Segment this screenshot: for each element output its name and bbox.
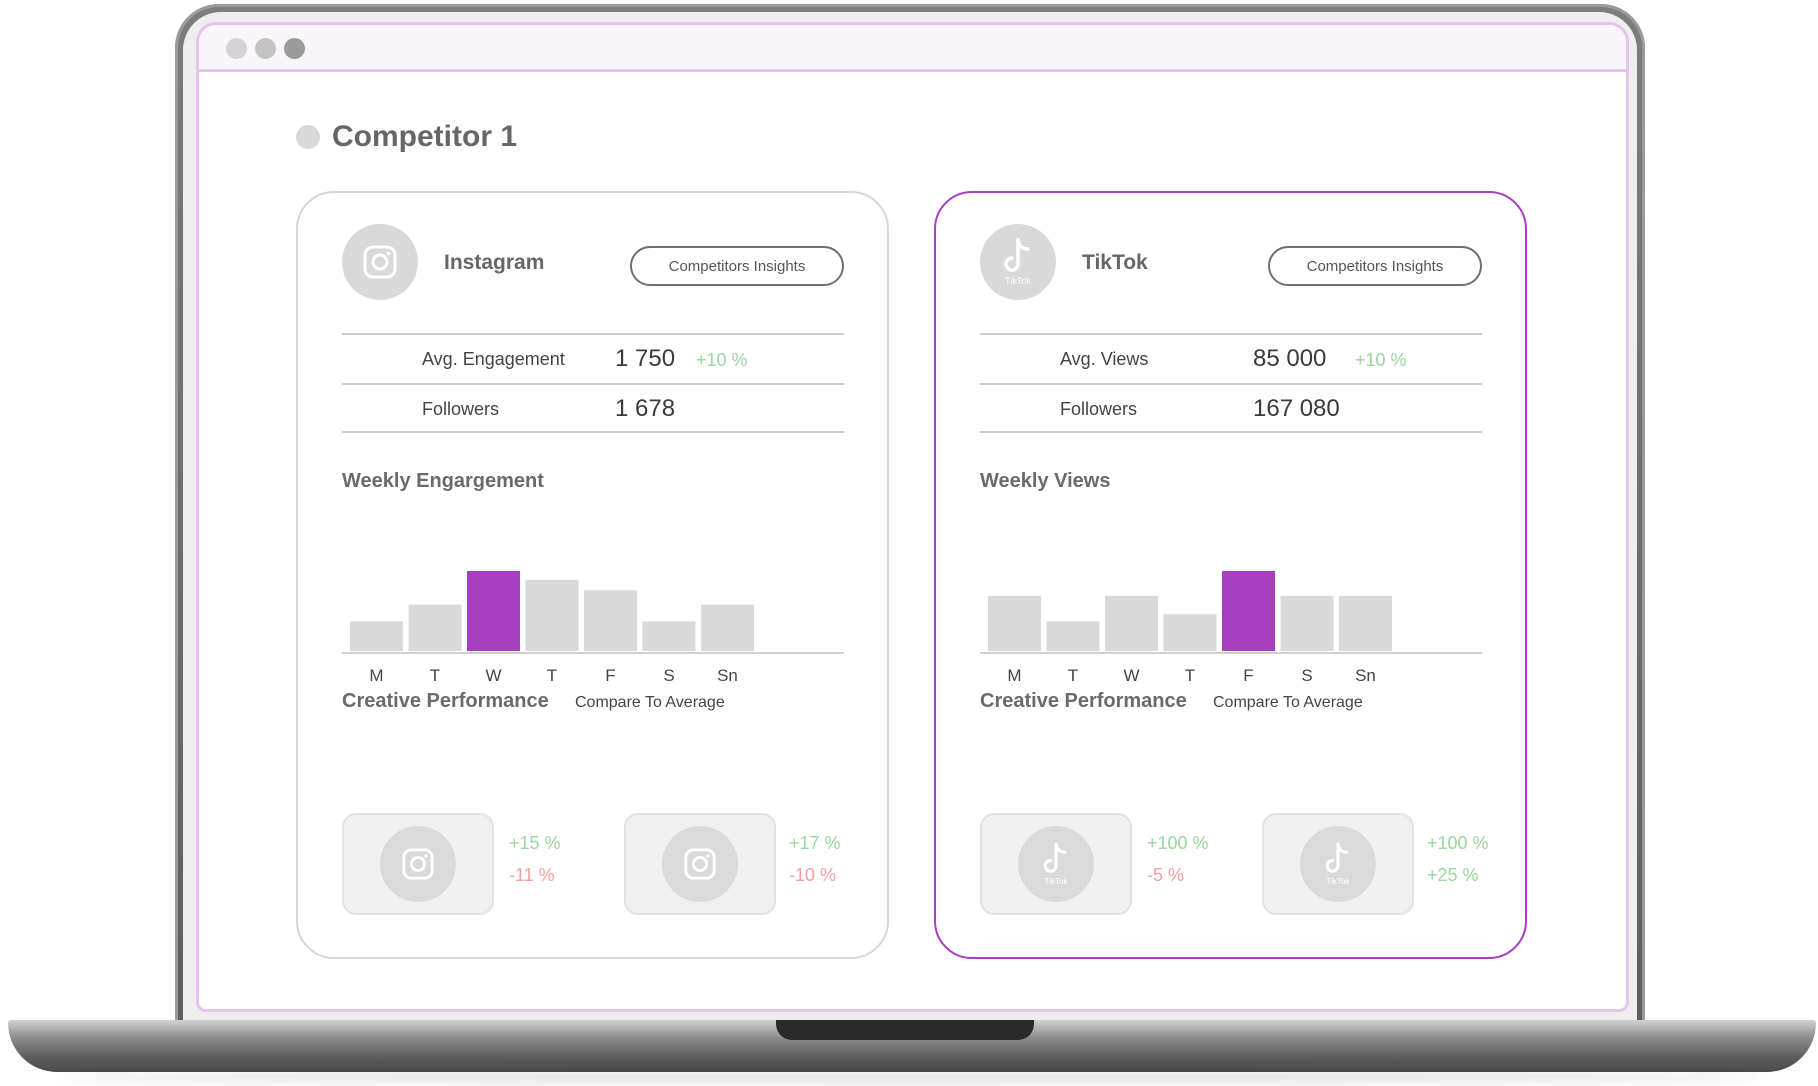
positive-delta: +100 % bbox=[1147, 833, 1209, 853]
chart-bar bbox=[1046, 621, 1100, 651]
tiktok-logo-caption: TikTok bbox=[1326, 877, 1350, 886]
weekly-engagement-chart: M T W T F S Sn bbox=[342, 571, 844, 683]
positive-delta: +25 % bbox=[1427, 865, 1479, 885]
weekly-chart-title: Weekly Engargement bbox=[342, 470, 544, 492]
chart-bar bbox=[467, 571, 520, 651]
stat-label: Avg. Views bbox=[1060, 349, 1149, 369]
positive-delta: +100 % bbox=[1427, 833, 1489, 853]
laptop-shadow bbox=[60, 1070, 1760, 1084]
page-title: Competitor 1 bbox=[332, 120, 518, 153]
stat-label: Avg. Engagement bbox=[422, 349, 565, 369]
chart-bar bbox=[701, 604, 754, 651]
creative-thumbnail[interactable] bbox=[342, 813, 494, 915]
chart-tick-label: Sn bbox=[717, 666, 738, 683]
weekly-views-chart: M T W T F S Sn bbox=[980, 571, 1482, 683]
chart-bar bbox=[1163, 614, 1217, 651]
window-maximize-button[interactable] bbox=[284, 38, 305, 59]
creative-thumbnail[interactable]: TikTok bbox=[980, 813, 1132, 915]
tiktok-logo-caption: TikTok bbox=[1005, 276, 1031, 286]
stats-table: Avg. Engagement 1 750 +10 % Followers 1 … bbox=[342, 333, 844, 433]
chart-tick-label: W bbox=[1123, 666, 1139, 683]
chart-tick-label: T bbox=[430, 666, 440, 683]
creative-logo: TikTok bbox=[1300, 826, 1376, 902]
stat-value: 1 678 bbox=[615, 395, 676, 422]
positive-delta: +15 % bbox=[509, 833, 561, 853]
chart-bar bbox=[988, 595, 1041, 651]
browser-window: Competitor 1 Instagram Competitors Insig… bbox=[196, 22, 1629, 1012]
tiktok-card: TikTok TikTok Competitors Insights Avg. … bbox=[934, 191, 1527, 959]
positive-delta: +17 % bbox=[789, 833, 841, 853]
chart-tick-label: S bbox=[1301, 666, 1312, 683]
stat-delta: +10 % bbox=[696, 350, 748, 370]
competitors-insights-button[interactable]: Competitors Insights bbox=[630, 246, 844, 286]
negative-delta: -10 % bbox=[789, 865, 837, 885]
stat-value: 167 080 bbox=[1253, 395, 1340, 422]
competitors-insights-button[interactable]: Competitors Insights bbox=[1268, 246, 1482, 286]
stat-row: Followers 1 678 bbox=[342, 383, 844, 433]
stat-value: 85 000 bbox=[1253, 345, 1327, 372]
window-close-button[interactable] bbox=[226, 38, 247, 59]
stat-label: Followers bbox=[1060, 399, 1138, 419]
chart-bar bbox=[1280, 595, 1334, 651]
creative-logo bbox=[380, 826, 456, 902]
tiktok-icon: TikTok bbox=[1043, 842, 1068, 886]
chart-bar bbox=[642, 621, 696, 651]
chart-tick-label: T bbox=[1185, 666, 1195, 683]
creative-performance-title: Creative Performance bbox=[342, 690, 549, 712]
stat-delta: +10 % bbox=[1355, 350, 1407, 370]
stat-value: 1 750 bbox=[615, 345, 676, 372]
window-minimize-button[interactable] bbox=[255, 38, 276, 59]
weekly-chart-title: Weekly Views bbox=[980, 470, 1111, 492]
stat-row: Avg. Engagement 1 750 +10 % bbox=[342, 333, 844, 383]
negative-delta: -11 % bbox=[509, 865, 555, 885]
instagram-icon bbox=[363, 245, 397, 279]
stat-row: Followers 167 080 bbox=[980, 383, 1482, 433]
chart-tick-label: F bbox=[1243, 666, 1253, 683]
chart-tick-label: T bbox=[1068, 666, 1078, 683]
instagram-logo bbox=[342, 224, 418, 300]
tiktok-icon: TikTok bbox=[1325, 842, 1350, 886]
window-titlebar bbox=[199, 25, 1626, 72]
creative-thumbnail[interactable]: TikTok bbox=[1262, 813, 1414, 915]
instagram-card: Instagram Competitors Insights Avg. Enga… bbox=[296, 191, 889, 959]
compare-to-average-label: Compare To Average bbox=[1213, 694, 1363, 711]
compare-to-average-label: Compare To Average bbox=[575, 694, 725, 711]
stat-row: Avg. Views 85 000 +10 % bbox=[980, 333, 1482, 383]
chart-bar bbox=[350, 621, 403, 651]
chart-tick-label: Sn bbox=[1355, 666, 1376, 683]
instagram-icon bbox=[402, 848, 434, 880]
chart-tick-label: F bbox=[605, 666, 615, 683]
chart-tick-label: M bbox=[369, 666, 383, 683]
platform-name: TikTok bbox=[1082, 251, 1148, 274]
creative-performance-title: Creative Performance bbox=[980, 690, 1187, 712]
chart-tick-label: S bbox=[663, 666, 674, 683]
creative-logo: TikTok bbox=[1018, 826, 1094, 902]
platform-name: Instagram bbox=[444, 251, 545, 274]
chart-tick-label: M bbox=[1007, 666, 1021, 683]
competitor-dot-icon bbox=[296, 125, 320, 149]
tiktok-logo: TikTok bbox=[980, 224, 1056, 300]
tiktok-icon: TikTok bbox=[1004, 238, 1031, 286]
chart-bar bbox=[1339, 595, 1392, 651]
stats-table: Avg. Views 85 000 +10 % Followers 167 08… bbox=[980, 333, 1482, 433]
laptop-notch bbox=[776, 1020, 1034, 1040]
chart-bar bbox=[408, 604, 462, 651]
chart-tick-label: W bbox=[485, 666, 501, 683]
chart-bar bbox=[1222, 571, 1275, 651]
negative-delta: -5 % bbox=[1147, 865, 1185, 885]
chart-bar bbox=[584, 590, 637, 651]
creative-thumbnail[interactable] bbox=[624, 813, 776, 915]
instagram-icon bbox=[684, 848, 716, 880]
chart-bar bbox=[1105, 595, 1158, 651]
stat-label: Followers bbox=[422, 399, 500, 419]
chart-bar bbox=[525, 579, 579, 651]
chart-tick-label: T bbox=[547, 666, 557, 683]
tiktok-logo-caption: TikTok bbox=[1044, 877, 1068, 886]
competitor-heading: Competitor 1 bbox=[296, 120, 517, 154]
creative-logo bbox=[662, 826, 738, 902]
